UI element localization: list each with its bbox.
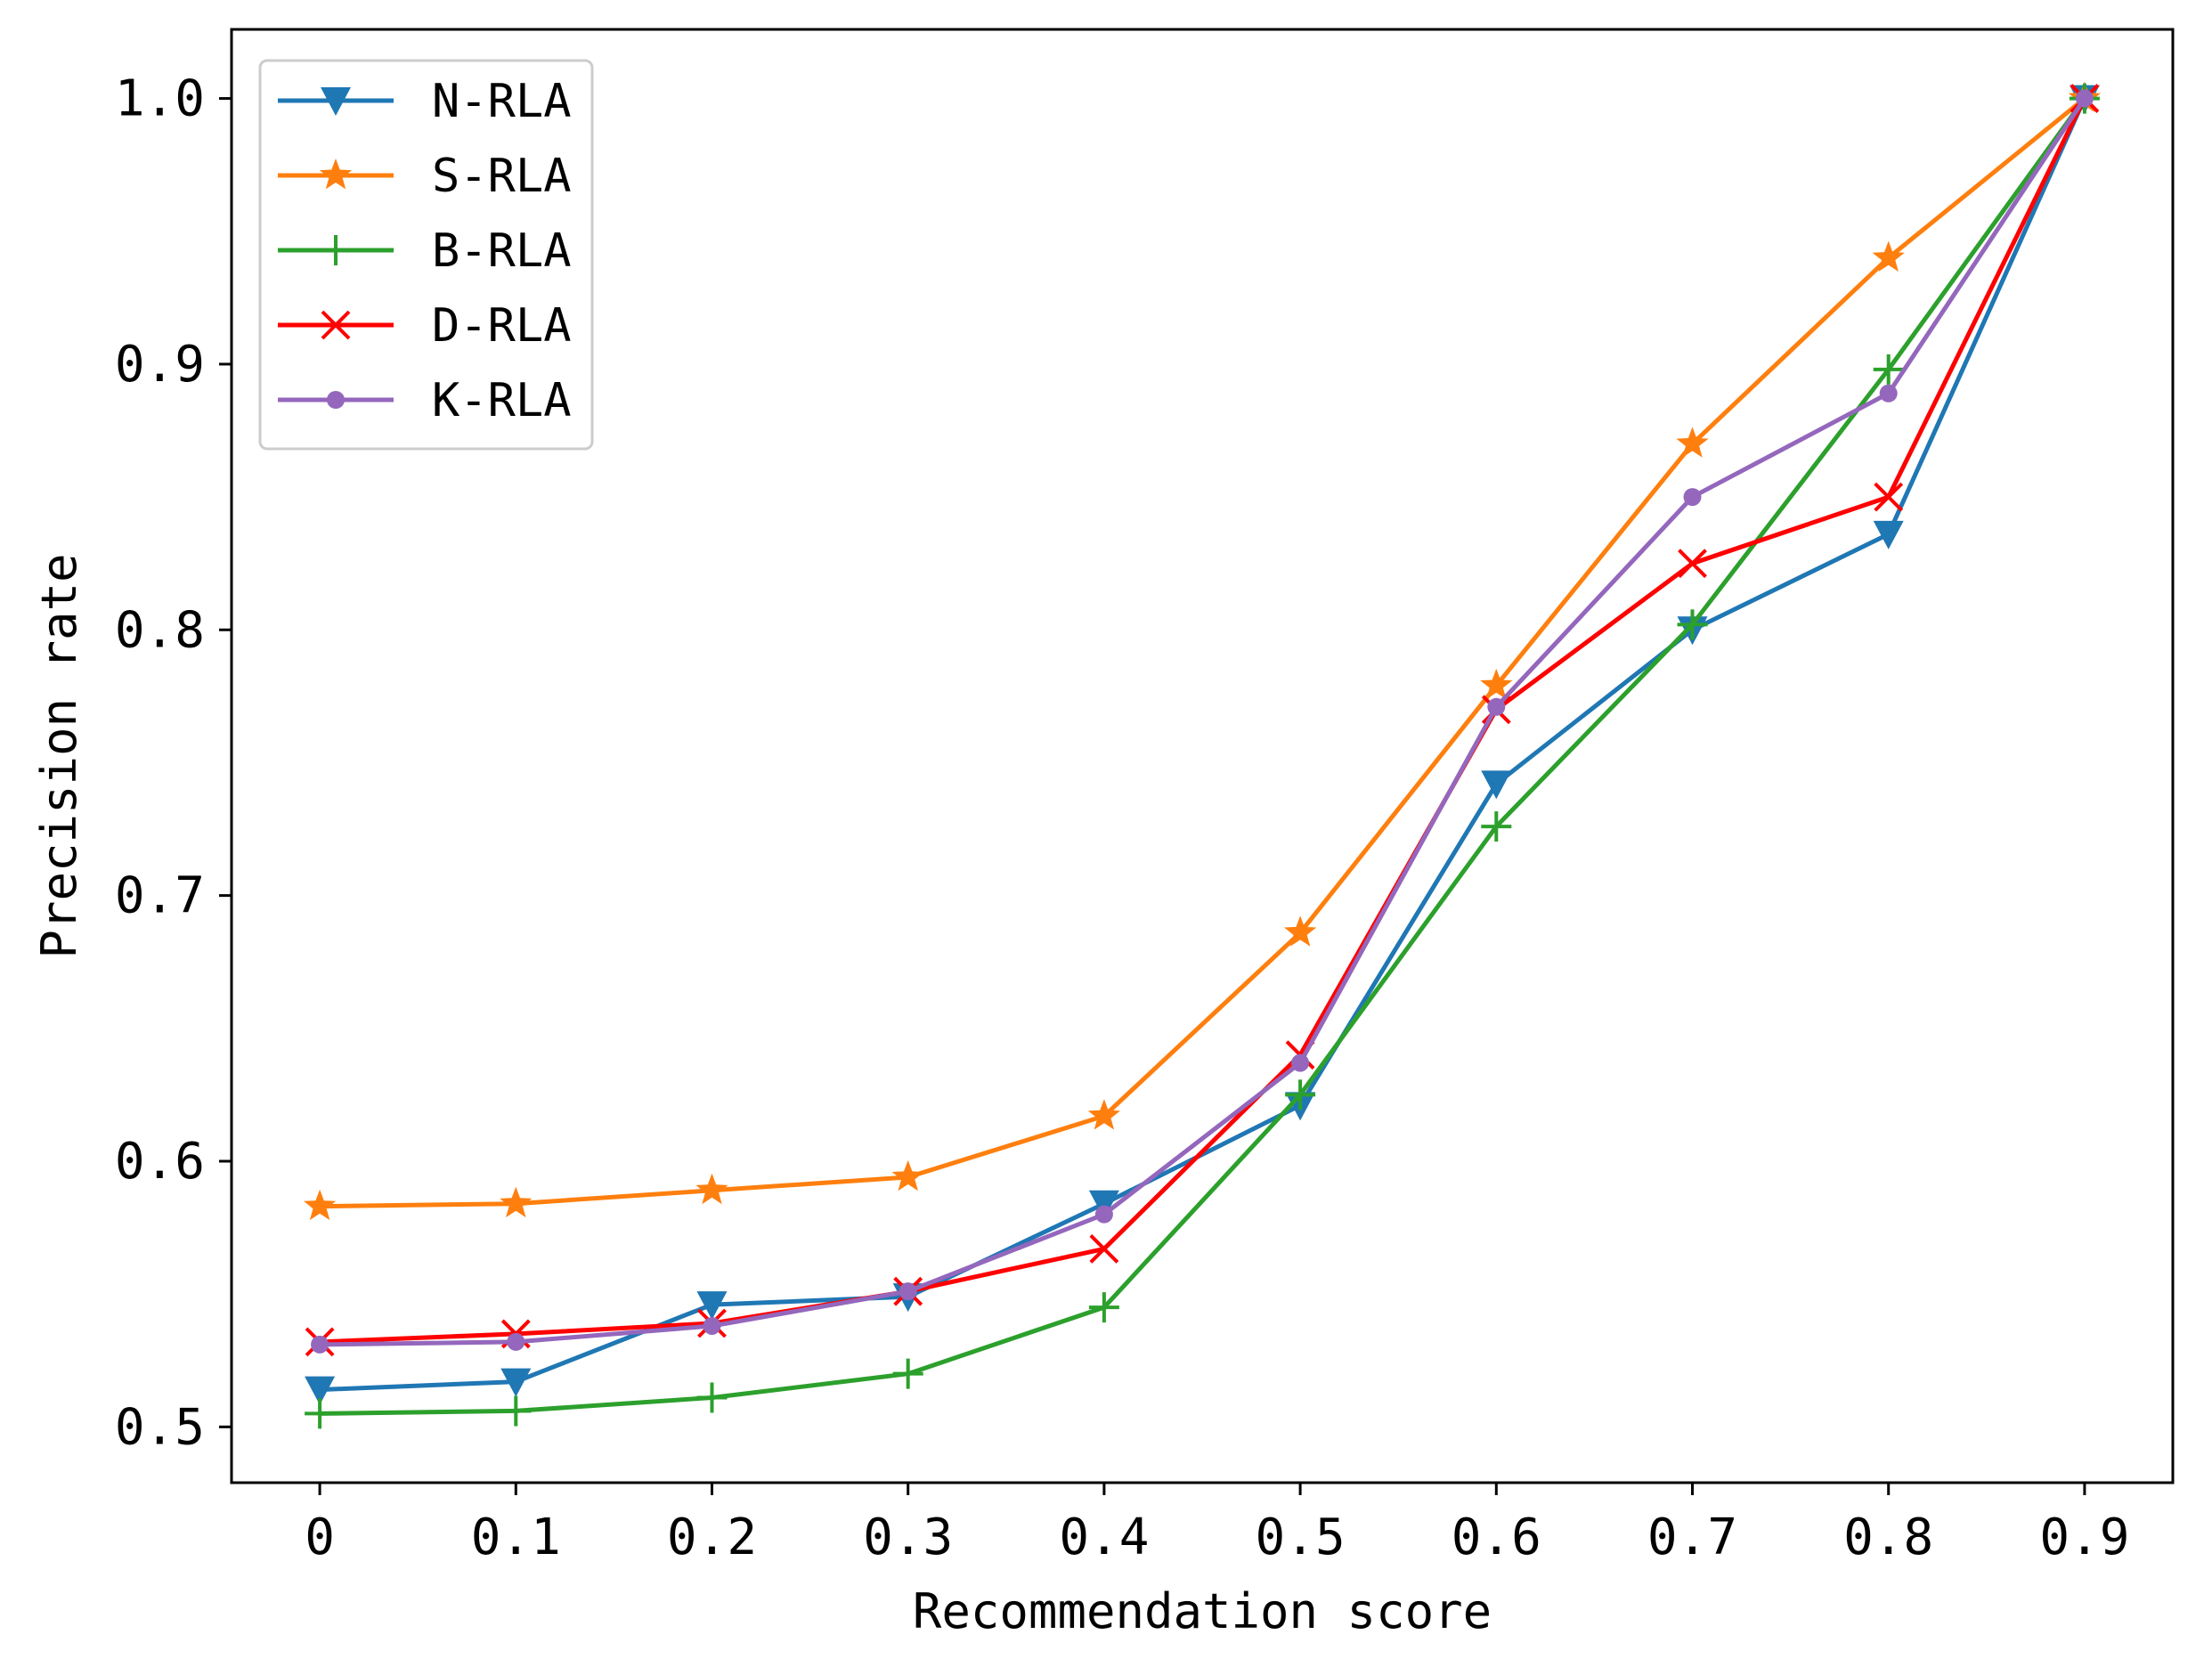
data-point-d-rla xyxy=(1874,482,1904,512)
data-point-k-rla xyxy=(899,1282,917,1301)
x-axis-title: Recommendation score xyxy=(913,1583,1492,1639)
data-point-s-rla xyxy=(695,1173,728,1205)
data-point-b-rla xyxy=(1677,609,1708,640)
data-point-n-rla xyxy=(1088,1190,1119,1219)
legend-item-d-rla: D-RLA xyxy=(278,299,572,353)
x-tick-label: 0.4 xyxy=(1059,1509,1149,1566)
y-tick-label: 0.5 xyxy=(115,1398,205,1456)
data-point-k-rla xyxy=(1683,488,1702,507)
x-tick-label: 0.2 xyxy=(667,1509,757,1566)
series-k-rla xyxy=(311,89,2094,1354)
data-point-s-rla xyxy=(1676,427,1709,458)
data-point-s-rla xyxy=(304,1189,337,1221)
legend-item-n-rla: N-RLA xyxy=(278,75,572,128)
data-point-k-rla xyxy=(507,1332,525,1351)
plot-frame xyxy=(230,28,2175,1484)
data-point-n-rla xyxy=(500,1368,532,1397)
legend-label-s-rla: S-RLA xyxy=(432,150,572,203)
legend-item-s-rla: S-RLA xyxy=(278,150,572,203)
x-tick-label: 0.9 xyxy=(2039,1509,2129,1566)
legend-frame xyxy=(258,59,594,451)
series-b-rla xyxy=(305,83,2100,1429)
y-tick-label: 0.6 xyxy=(115,1133,205,1191)
legend-marker-k-rla xyxy=(327,391,345,409)
series-line-s-rla xyxy=(320,96,2086,1209)
data-point-b-rla xyxy=(500,1395,532,1427)
x-axis: 0 0.1 0.2 0.3 0.4 0.5 0.6 0.7 0.8 0.9 xyxy=(305,1483,2129,1566)
legend-marker-n-rla xyxy=(321,87,351,116)
legend-label-k-rla: K-RLA xyxy=(432,374,572,427)
data-point-n-rla xyxy=(1873,520,1904,549)
data-point-k-rla xyxy=(2075,89,2094,108)
x-tick-label: 0.1 xyxy=(471,1509,561,1566)
series-line-b-rla xyxy=(320,97,2086,1416)
y-tick-label: 0.9 xyxy=(115,336,205,394)
legend-label-n-rla: N-RLA xyxy=(432,75,572,128)
data-point-b-rla xyxy=(1088,1292,1119,1323)
y-tick-label: 1.0 xyxy=(115,70,205,128)
x-tick-label: 0.7 xyxy=(1647,1509,1737,1566)
legend: N-RLA S-RLA B-RLA D-RLA K-RLA xyxy=(258,59,594,451)
x-tick-label: 0.5 xyxy=(1256,1509,1346,1566)
y-tick-label: 0.7 xyxy=(115,867,205,925)
data-point-n-rla xyxy=(696,1291,728,1321)
data-point-b-rla xyxy=(696,1382,728,1413)
data-point-k-rla xyxy=(311,1335,329,1354)
data-point-b-rla xyxy=(1873,354,1904,385)
plot-area xyxy=(230,28,2175,1484)
legend-label-b-rla: B-RLA xyxy=(432,224,572,278)
series-layer xyxy=(304,81,2101,1429)
data-point-b-rla xyxy=(305,1398,336,1429)
data-point-s-rla xyxy=(1480,668,1513,700)
x-tick-label: 0.6 xyxy=(1452,1509,1541,1566)
legend-marker-s-rla xyxy=(319,159,353,190)
data-point-k-rla xyxy=(1487,697,1506,716)
data-point-s-rla xyxy=(1284,915,1317,947)
data-point-b-rla xyxy=(892,1358,923,1389)
data-point-s-rla xyxy=(500,1186,533,1218)
data-point-b-rla xyxy=(1481,811,1512,842)
legend-item-b-rla: B-RLA xyxy=(278,224,572,278)
data-point-n-rla xyxy=(1481,770,1512,800)
legend-marker-b-rla xyxy=(321,235,351,265)
data-point-k-rla xyxy=(1879,384,1898,403)
x-tick-label: 0.3 xyxy=(863,1509,953,1566)
legend-marker-d-rla xyxy=(321,310,351,340)
data-point-d-rla xyxy=(1678,549,1707,579)
series-line-d-rla xyxy=(319,97,2087,1345)
data-point-k-rla xyxy=(1094,1205,1113,1224)
y-axis: 0.5 0.6 0.7 0.8 0.9 1.0 xyxy=(115,70,232,1456)
x-tick-label: 0 xyxy=(305,1509,335,1566)
x-tick-label: 0.8 xyxy=(1843,1509,1933,1566)
data-point-d-rla xyxy=(1089,1234,1119,1264)
legend-item-k-rla: K-RLA xyxy=(278,374,572,427)
data-point-k-rla xyxy=(703,1316,721,1335)
y-tick-label: 0.8 xyxy=(115,601,205,659)
data-point-k-rla xyxy=(1291,1053,1310,1072)
data-point-s-rla xyxy=(1087,1099,1120,1130)
data-point-s-rla xyxy=(1872,240,1905,272)
legend-label-d-rla: D-RLA xyxy=(432,299,572,353)
series-line-k-rla xyxy=(320,97,2086,1347)
data-point-b-rla xyxy=(1285,1079,1316,1110)
data-point-n-rla xyxy=(305,1376,336,1405)
data-point-s-rla xyxy=(891,1159,924,1191)
y-axis-title: Precision rate xyxy=(31,553,87,958)
